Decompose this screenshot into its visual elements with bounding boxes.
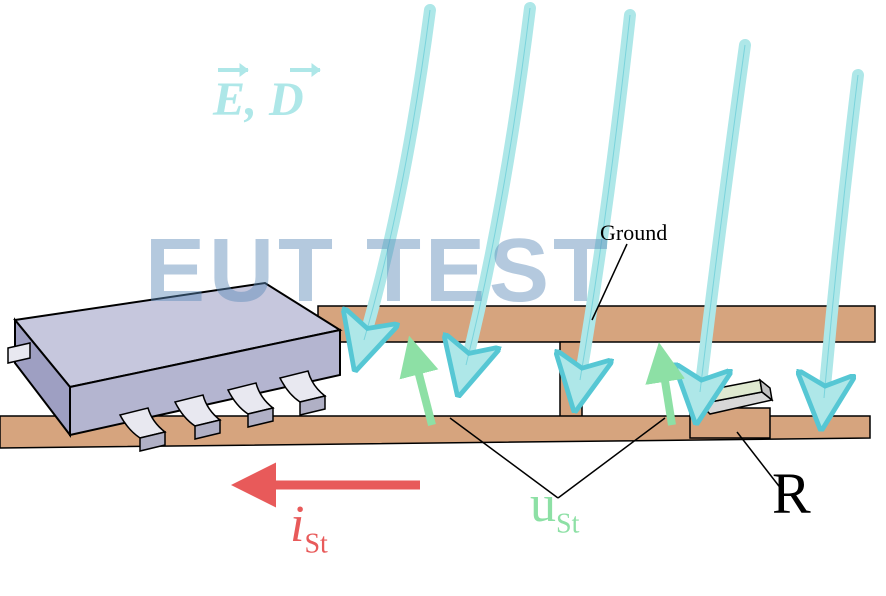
diagram-canvas	[0, 0, 886, 596]
leader-lines	[450, 244, 782, 498]
current-subscript: St	[304, 528, 327, 559]
current-label: iSt	[290, 495, 328, 560]
voltage-symbol: u	[530, 476, 556, 533]
current-symbol: i	[290, 496, 304, 553]
voltage-subscript: St	[556, 508, 579, 539]
voltage-arrows	[414, 355, 672, 425]
field-vectors-label: E, D	[213, 72, 304, 127]
ic-chip	[15, 283, 340, 435]
resistor-pad	[690, 408, 770, 438]
voltage-label: uSt	[530, 475, 579, 540]
resistor-label: R	[772, 460, 811, 527]
ground-label: Ground	[600, 220, 667, 246]
